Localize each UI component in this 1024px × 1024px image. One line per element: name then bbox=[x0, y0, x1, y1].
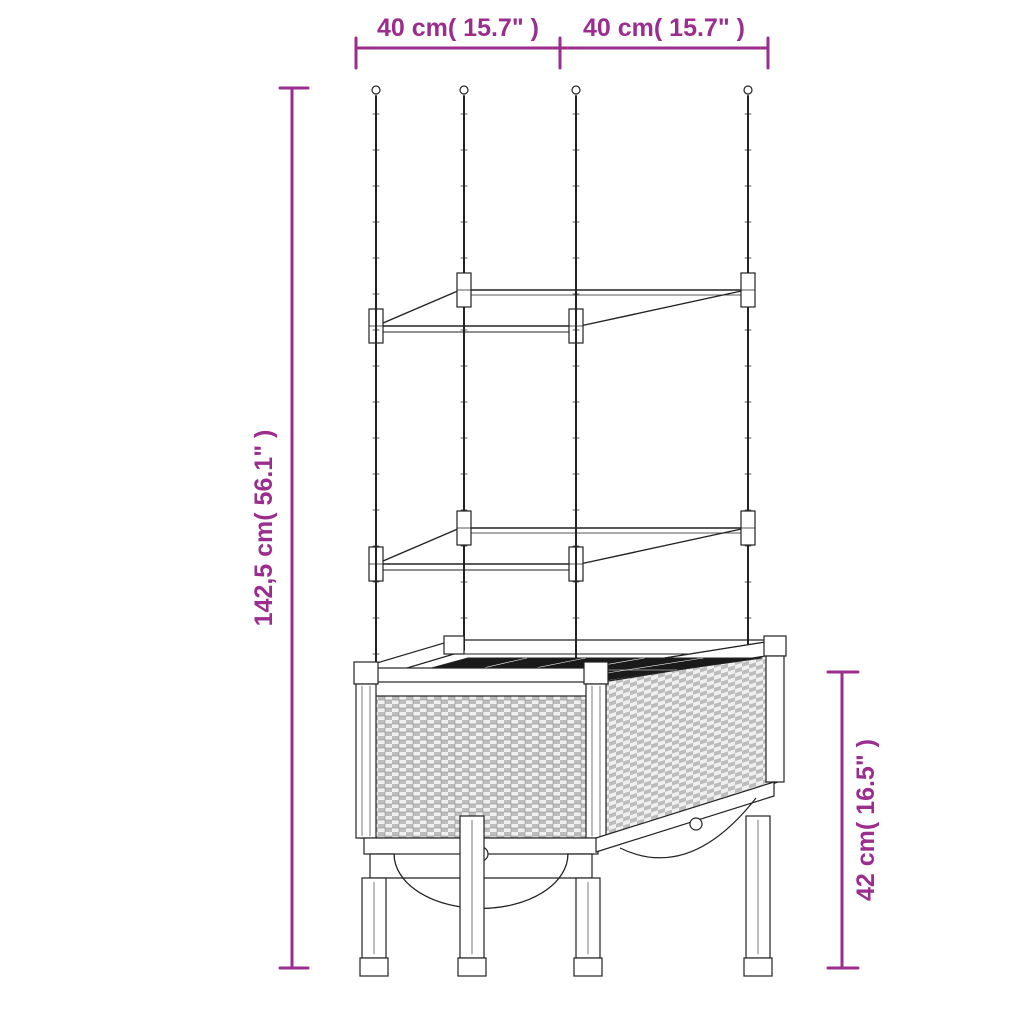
dimension-label-height: 142,5 cm( 56.1" ) bbox=[250, 430, 278, 627]
dimension-label-planter: 42 cm( 16.5" ) bbox=[852, 739, 880, 901]
product-drawing bbox=[354, 86, 786, 976]
dimension-label-top-left: 40 cm( 15.7" ) bbox=[377, 14, 539, 42]
dimension-label-top-right: 40 cm( 15.7" ) bbox=[583, 14, 745, 42]
diagram-canvas: 40 cm( 15.7" ) 40 cm( 15.7" ) 142,5 cm( 56… bbox=[0, 0, 1024, 1024]
